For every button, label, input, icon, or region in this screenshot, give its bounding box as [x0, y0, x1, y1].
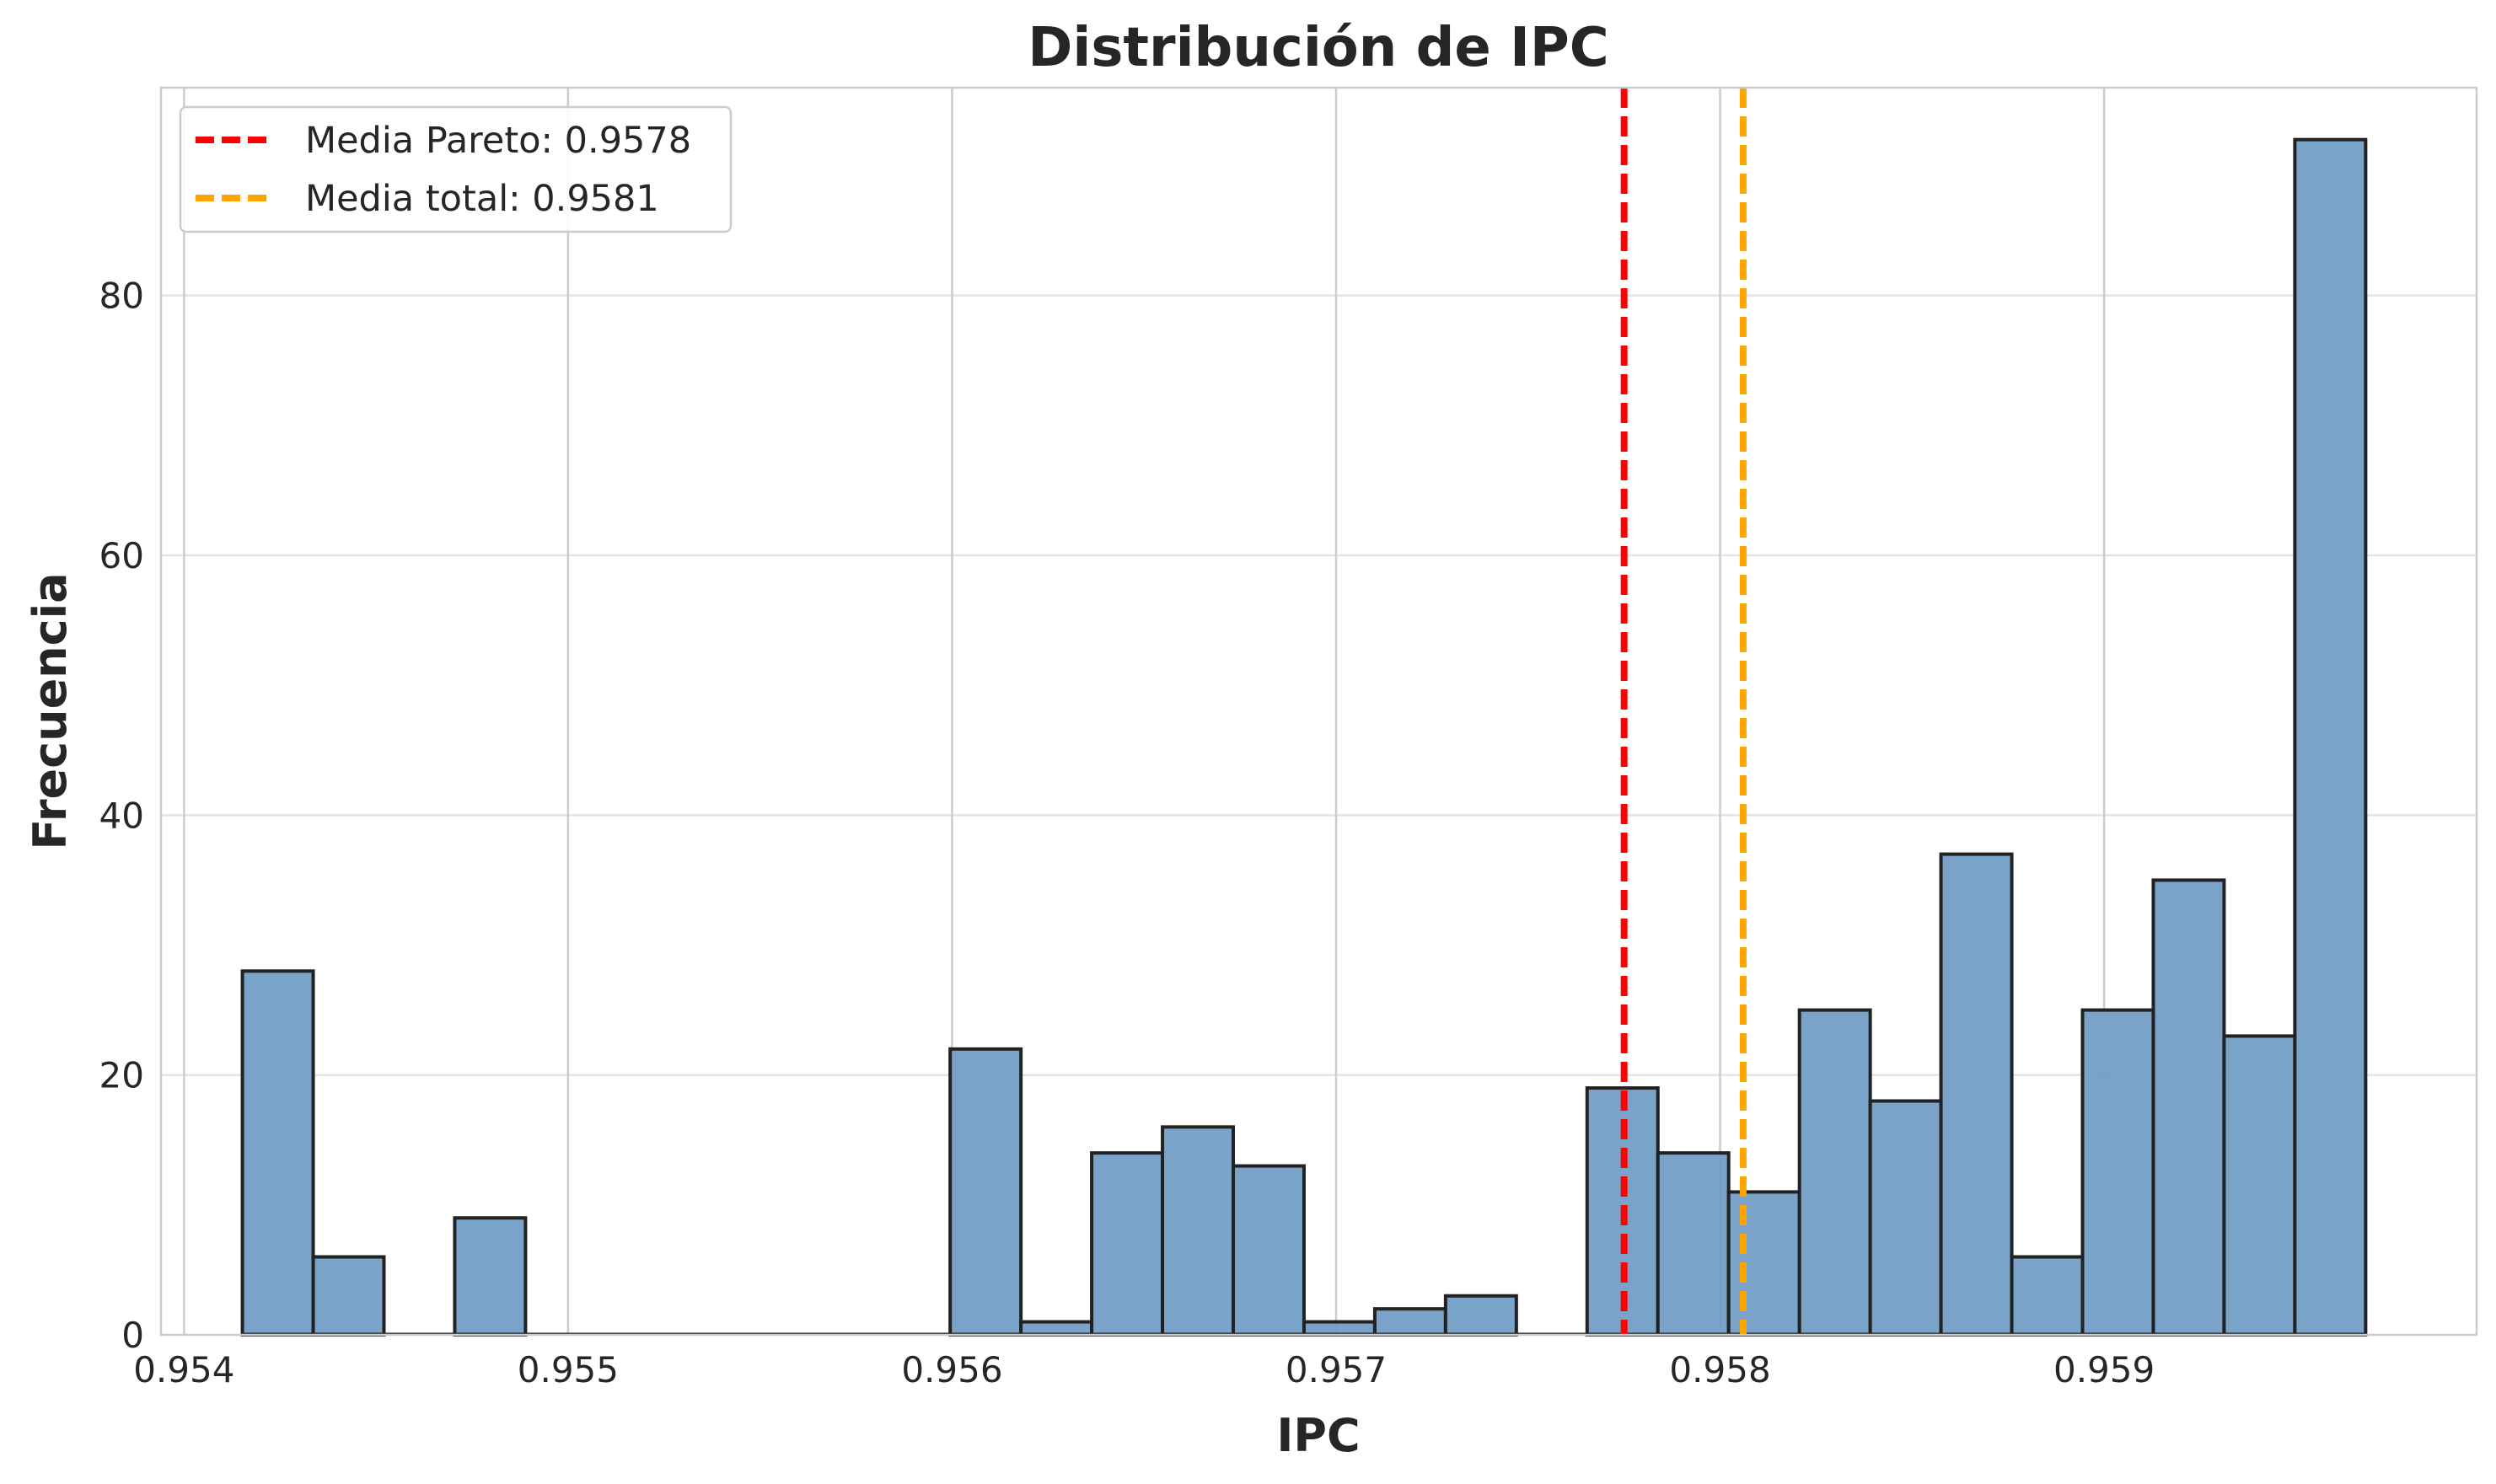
plot-frame — [159, 86, 2478, 1337]
histogram-bar — [2293, 137, 2368, 1337]
histogram-bar — [1443, 1294, 1518, 1337]
y-tick-label: 20 — [99, 1055, 144, 1096]
y-tick-label: 40 — [99, 795, 144, 836]
histogram-bar — [1868, 1099, 1943, 1337]
x-axis-ticks: 0.954 0.955 0.956 0.957 0.958 0.959 — [133, 1349, 2155, 1390]
histogram-bar — [2222, 1034, 2297, 1337]
histogram-bar — [240, 969, 315, 1337]
legend-label-media-total: Media total: 0.9581 — [305, 178, 659, 220]
x-axis-label: IPC — [1276, 1409, 1360, 1462]
histogram-bar — [1797, 1008, 1872, 1337]
mean-lines — [1620, 88, 1747, 1335]
y-tick-label: 80 — [99, 276, 144, 317]
legend-label-media-pareto: Media Pareto: 0.9578 — [305, 120, 691, 162]
x-tick-label: 0.959 — [2053, 1349, 2155, 1390]
y-tick-label: 60 — [99, 535, 144, 576]
histogram-bar — [1232, 1164, 1306, 1337]
x-tick-label: 0.956 — [901, 1349, 1002, 1390]
chart-title: Distribución de IPC — [1028, 17, 1609, 79]
histogram-bar — [2151, 878, 2226, 1337]
histogram-bar — [1656, 1151, 1731, 1337]
legend-box — [179, 105, 733, 233]
y-axis-ticks: 0 20 40 60 80 — [99, 276, 144, 1356]
histogram-bar — [1372, 1307, 1447, 1337]
x-tick-label: 0.954 — [133, 1349, 234, 1390]
legend: Media Pareto: 0.9578 Media total: 0.9581 — [179, 105, 733, 233]
histogram-bar — [2080, 1008, 2155, 1337]
histogram-bar — [453, 1216, 528, 1337]
histogram-bar — [1726, 1190, 1801, 1337]
x-tick-label: 0.957 — [1286, 1349, 1387, 1390]
histogram-bar — [1161, 1125, 1236, 1337]
histogram-bar — [948, 1047, 1023, 1337]
x-tick-label: 0.958 — [1669, 1349, 1770, 1390]
histogram-bars — [240, 137, 2368, 1337]
histogram-bar — [1090, 1151, 1165, 1337]
histogram-bar — [2010, 1255, 2085, 1337]
y-tick-label: 0 — [121, 1315, 144, 1356]
y-axis-label: Frecuencia — [24, 572, 77, 849]
histogram-bar — [311, 1255, 386, 1337]
x-tick-label: 0.955 — [518, 1349, 619, 1390]
histogram-bar — [1939, 852, 2014, 1337]
